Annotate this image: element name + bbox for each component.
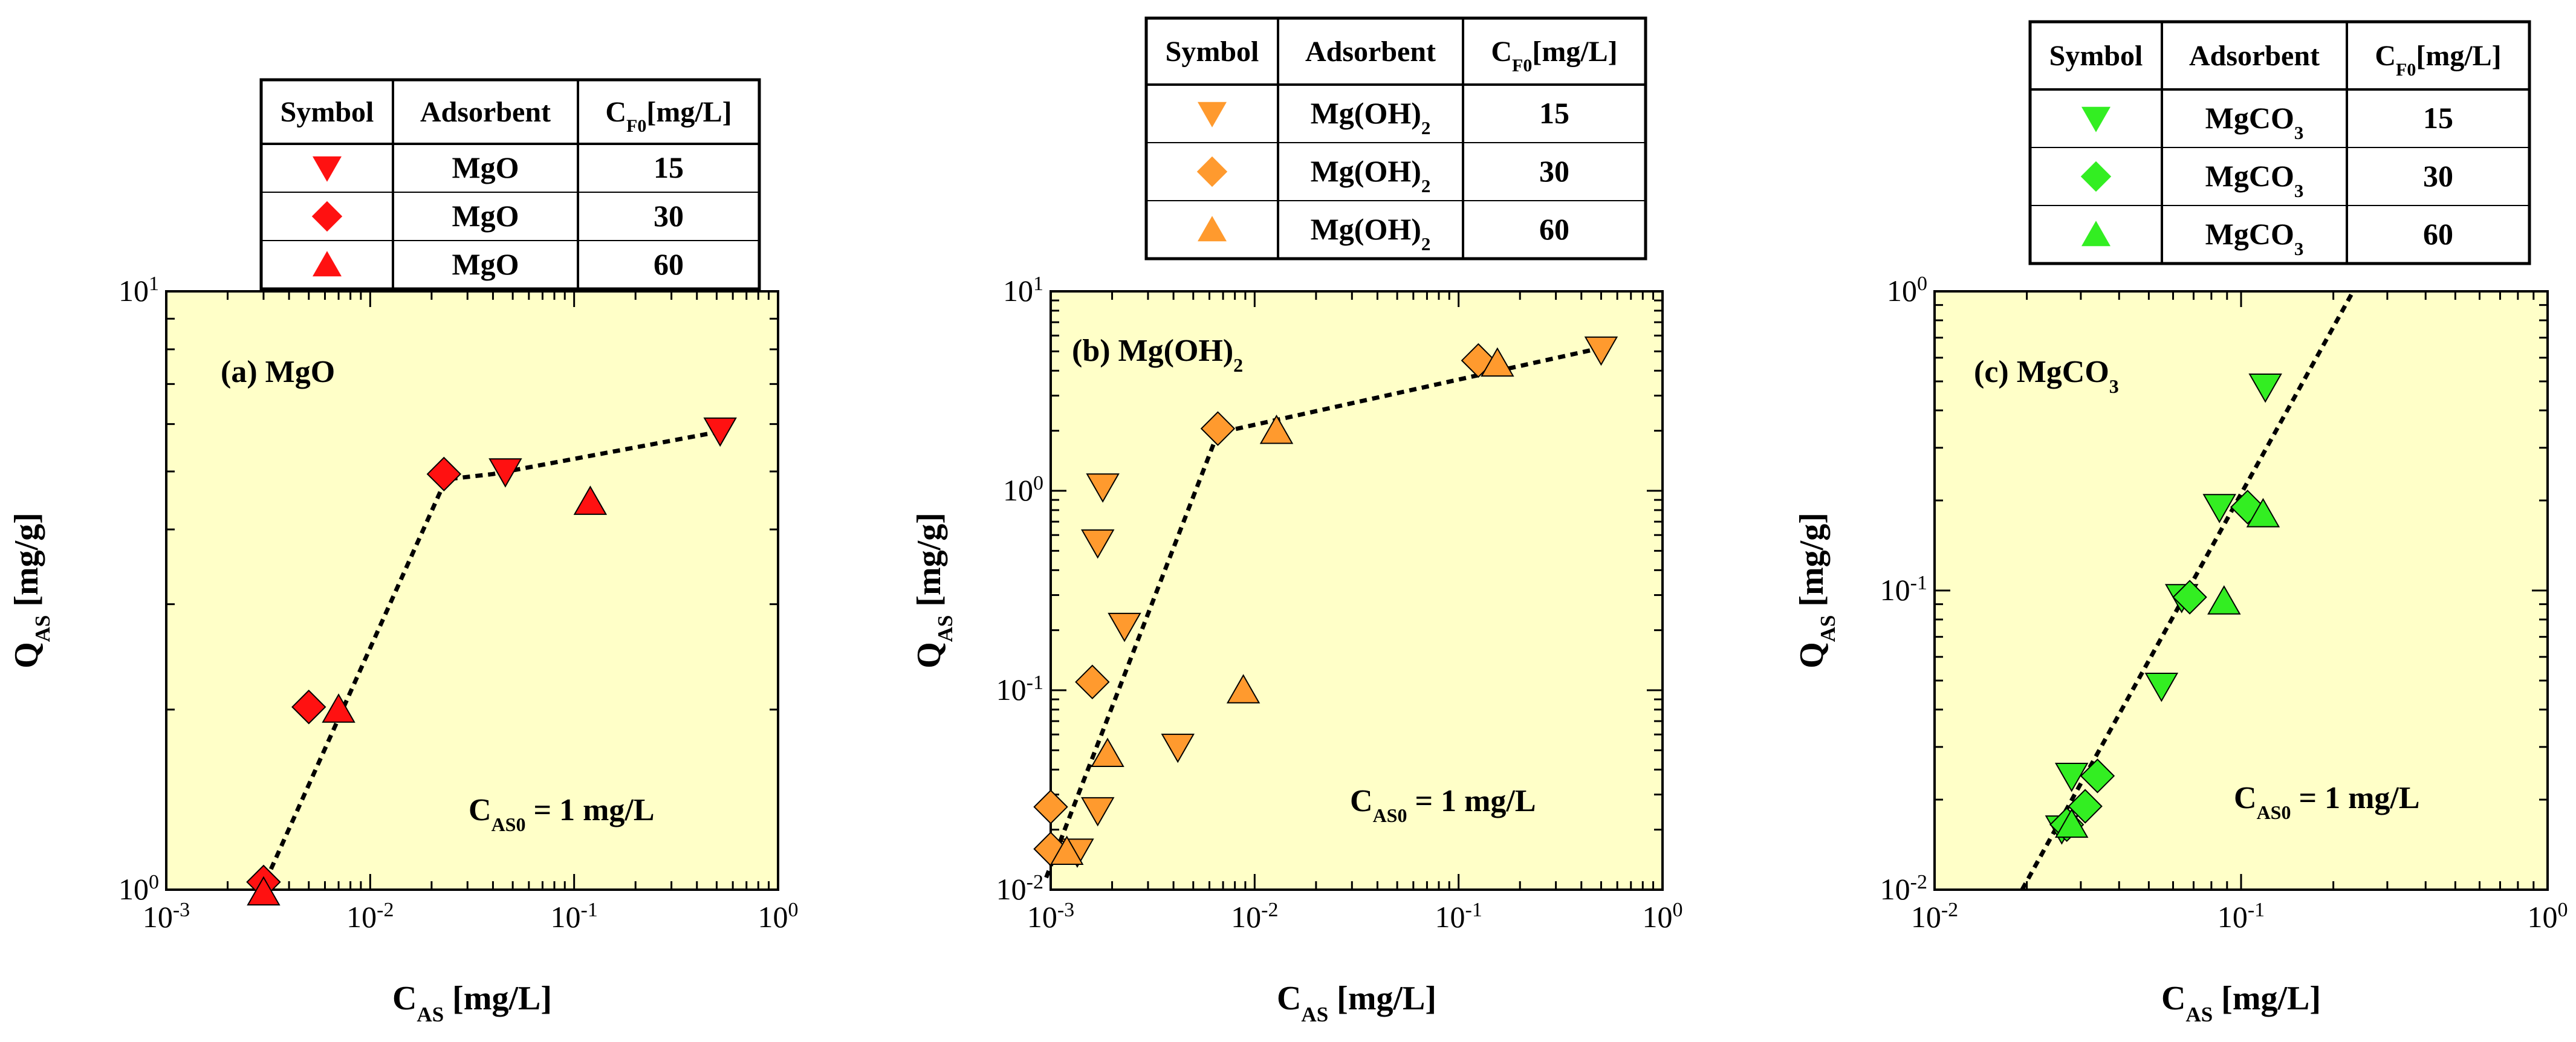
legend-cf0: 30 — [1539, 154, 1569, 188]
legend-cf0: 15 — [654, 150, 684, 184]
legend-cf0: 30 — [2423, 159, 2453, 193]
legend-header-symbol: Symbol — [281, 96, 374, 128]
x-tick-label: 10-1 — [551, 899, 598, 934]
x-axis-label: CAS [mg/L] — [2161, 980, 2321, 1026]
legend-adsorbent: MgO — [452, 199, 519, 233]
panel-label: (a) MgO — [221, 355, 335, 389]
y-tick-label: 10-1 — [996, 671, 1043, 707]
y-tick-label: 100 — [1887, 273, 1927, 308]
figure: 10-3 10-2 10-1 100100101(a) MgOCAS0 = 1 mg/… — [0, 0, 2576, 1042]
legend-header-symbol: Symbol — [2049, 40, 2143, 72]
x-tick-label: 10-3 — [143, 899, 190, 934]
x-tick-label: 10-2 — [1911, 899, 1958, 934]
x-tick-label: 10-3 — [1027, 899, 1074, 934]
legend-header-adsorbent: Adsorbent — [1305, 36, 1436, 68]
y-tick-label: 10-1 — [1880, 572, 1927, 607]
x-tick-label: 10-1 — [2218, 899, 2265, 934]
y-axis-label: QAS [mg/g] — [910, 513, 957, 668]
y-axis-label: QAS [mg/g] — [1793, 513, 1840, 668]
legend-header-adsorbent: Adsorbent — [420, 96, 551, 128]
x-axis-label: CAS [mg/L] — [1277, 980, 1436, 1026]
legend-adsorbent: MgO — [452, 247, 519, 281]
x-tick-label: 10-2 — [1231, 899, 1278, 934]
legend-header-adsorbent: Adsorbent — [2189, 40, 2320, 72]
legend-adsorbent: MgO — [452, 150, 519, 184]
x-tick-label: 100 — [2528, 899, 2568, 934]
legend-cf0: 30 — [654, 199, 684, 233]
legend-table: Symbol Adsorbent CF0[mg/L] MgCO3 15 MgCO3 30 Mg… — [2030, 22, 2529, 264]
legend-table: Symbol Adsorbent CF0[mg/L] MgO 15 MgO 30 MgO 60 — [261, 80, 759, 289]
x-axis-label: CAS [mg/L] — [392, 980, 552, 1026]
y-tick-label: 101 — [1003, 273, 1043, 308]
x-tick-label: 10-2 — [346, 899, 394, 934]
panel-c: 10-2 10-1 100 10-2 10-1 100 (c) MgCO3 CAS0 = 1 … — [1793, 22, 2568, 1026]
x-tick-label: 100 — [758, 899, 799, 934]
x-tick-label: 10-1 — [1435, 899, 1482, 934]
legend-cf0: 60 — [654, 247, 684, 281]
y-axis-label: QAS [mg/g] — [8, 513, 54, 668]
x-tick-label: 100 — [1643, 899, 1683, 934]
legend-cf0: 15 — [2423, 101, 2453, 135]
legend-cf0: 15 — [1539, 96, 1569, 130]
legend-table: Symbol Adsorbent CF0[mg/L] Mg(OH)2 15 Mg(OH)2… — [1146, 18, 1646, 259]
panel-a: 10-3 10-2 10-1 100 100 101 (a) MgO CAS0 = 1 mg/… — [8, 80, 799, 1026]
y-tick-label: 100 — [1003, 472, 1043, 508]
legend-header-symbol: Symbol — [1166, 36, 1259, 68]
y-tick-label: 101 — [118, 273, 159, 308]
legend-cf0: 60 — [2423, 217, 2453, 251]
legend-cf0: 60 — [1539, 212, 1569, 246]
